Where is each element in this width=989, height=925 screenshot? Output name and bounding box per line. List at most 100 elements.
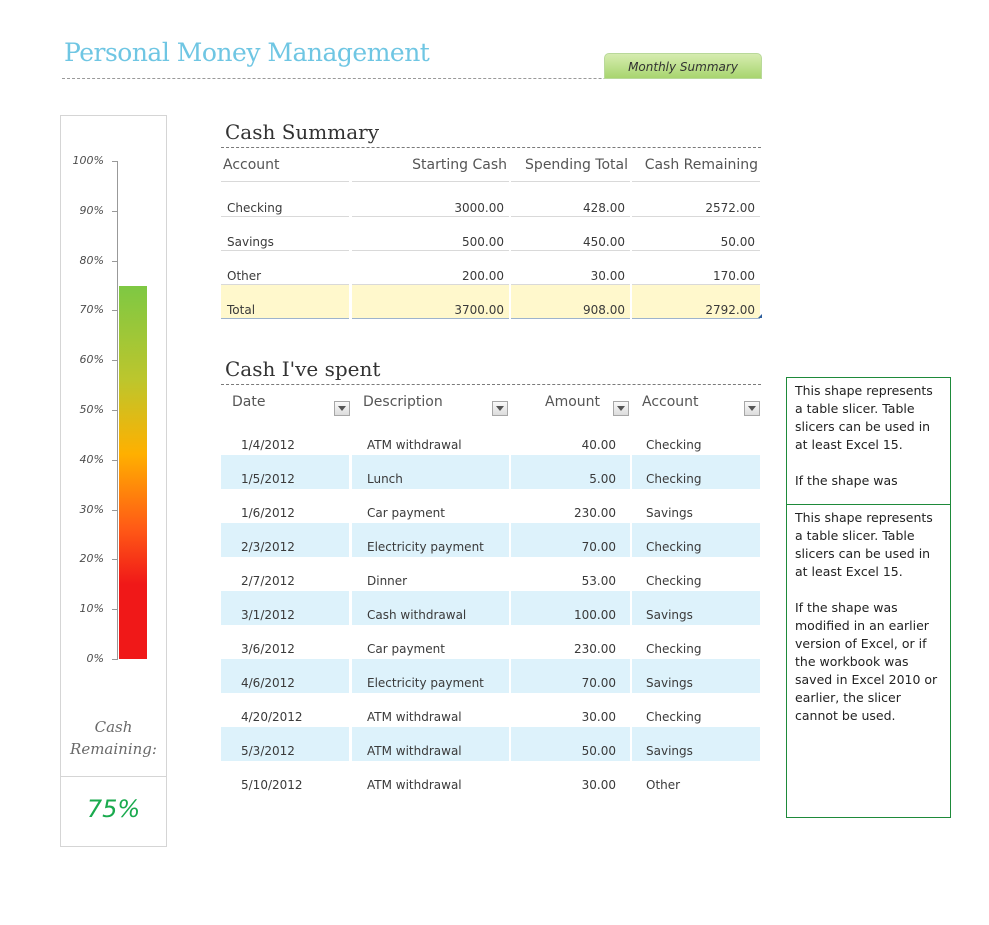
table-cell: Checking [646,642,702,656]
row-stripe [352,591,509,625]
row-rule [352,284,509,285]
gauge-tick-label: 50% [79,403,104,416]
row-stripe [221,455,349,489]
title-divider [62,78,762,79]
table-cell: Lunch [367,472,403,486]
total-row-background [352,285,509,319]
gauge-tick-label: 40% [79,452,104,466]
table-cell: 70.00 [581,540,616,554]
column-header: Date [232,394,266,410]
gauge-tick-mark [112,360,118,362]
table-slicer-placeholder[interactable]: This shape represents a table slicer. Ta… [786,504,951,818]
gauge-tick-mark [112,509,118,511]
table-cell: Savings [646,744,693,758]
table-cell: 1/5/2012 [241,472,295,486]
table-cell: 53.00 [581,574,616,588]
slicer-message: This shape represents a table slicer. Ta… [795,383,933,452]
gauge-tick-label: 100% [72,154,104,167]
header-rule [632,181,760,182]
row-rule [352,250,509,251]
monthly-summary-tab[interactable]: Monthly Summary [604,53,762,79]
table-cell: 4/6/2012 [241,676,295,690]
row-stripe [221,523,349,557]
total-row-background [511,285,630,319]
column-header: Starting Cash [412,157,507,173]
slicer-message: This shape represents a table slicer. Ta… [795,510,933,579]
column-header: Account [642,394,699,410]
table-cell: Savings [646,676,693,690]
table-cell: Checking [227,201,283,215]
table-cell: 70.00 [581,676,616,690]
filter-dropdown-button[interactable] [492,401,508,416]
table-cell: Checking [646,710,702,724]
filter-dropdown-button[interactable] [744,401,760,416]
slicer-message: If the shape was modified in an earlier … [795,600,938,723]
table-cell: Dinner [367,574,408,588]
gauge-tick-mark [112,559,118,561]
table-cell: 3/1/2012 [241,608,295,622]
gauge-tick-label: 80% [79,253,104,267]
cash-summary-divider [221,147,761,148]
total-row-background [632,285,760,319]
gauge-tick-mark [112,659,118,660]
table-cell: 2/3/2012 [241,540,295,554]
table-cell: Other [646,778,681,792]
cash-remaining-bar [119,285,147,659]
row-rule [632,250,760,251]
total-row-background [221,285,349,319]
table-cell: Checking [646,540,702,554]
table-cell: Checking [646,574,702,588]
table-cell: 5/3/2012 [241,744,295,758]
row-rule [511,284,630,285]
gauge-tick-mark [112,609,118,611]
slicer-message: If the shape was [795,473,898,488]
table-cell: ATM withdrawal [367,438,462,452]
gauge-tick-mark [112,310,118,312]
table-cell: 100.00 [574,608,616,622]
row-stripe [511,455,630,489]
total-cell: Total [227,303,256,317]
table-cell: 3000.00 [454,201,504,215]
table-cell: 1/6/2012 [241,506,295,520]
table-cell: 1/4/2012 [241,438,295,452]
table-cell: ATM withdrawal [367,710,462,724]
table-cell: Car payment [367,506,445,520]
table-cell: Car payment [367,642,445,656]
table-cell: 50.00 [720,235,755,249]
gauge-tick-mark [112,459,118,461]
table-cell: 30.00 [590,269,625,283]
row-stripe [511,727,630,761]
column-header: Cash Remaining [644,157,758,173]
table-cell: 30.00 [581,778,616,792]
row-rule [511,216,630,217]
row-rule [352,216,509,217]
filter-dropdown-button[interactable] [334,401,350,416]
cash-remaining-percent: 75% [86,795,141,823]
table-cell: Savings [227,235,274,249]
filter-dropdown-button[interactable] [613,401,629,416]
table-cell: 3/6/2012 [241,642,295,656]
row-rule [632,216,760,217]
gauge-tick-mark [112,210,118,212]
header-rule [221,181,349,182]
row-rule [511,250,630,251]
table-cell: ATM withdrawal [367,744,462,758]
column-header: Spending Total [525,157,628,173]
header-rule [511,181,630,182]
gauge-tick-mark [112,260,118,262]
cash-remaining-label: Cash Remaining: [70,718,157,758]
table-cell: Other [227,269,262,283]
gauge-tick-label: 90% [79,203,104,217]
table-slicer-placeholder[interactable]: This shape represents a table slicer. Ta… [786,377,951,505]
gauge-tick-label: 30% [79,502,104,516]
cash-summary-title: Cash Summary [225,120,380,144]
row-stripe [511,523,630,557]
table-cell: ATM withdrawal [367,778,462,792]
row-stripe [632,591,760,625]
row-stripe [352,727,509,761]
gauge-tick-mark [112,410,118,411]
row-rule [632,284,760,285]
table-cell: Checking [646,438,702,452]
table-resize-handle[interactable] [758,314,762,318]
row-rule [221,216,349,217]
